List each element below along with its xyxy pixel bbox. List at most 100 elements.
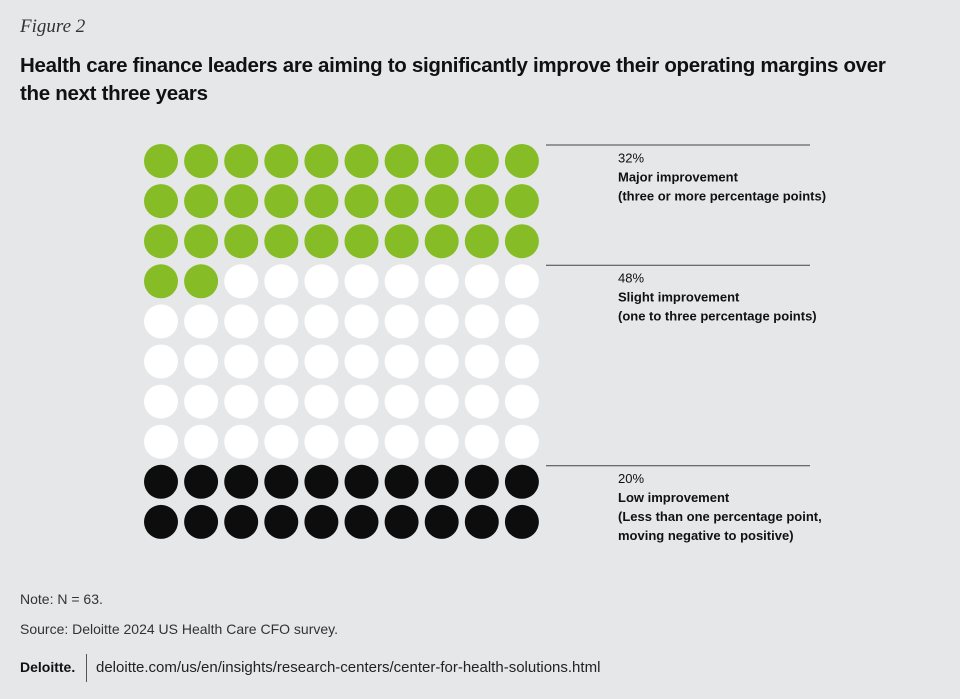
- waffle-dot: [504, 464, 539, 499]
- waffle-dot: [144, 224, 178, 259]
- waffle-dot: [264, 384, 299, 419]
- waffle-dot: [424, 384, 459, 419]
- waffle-dot: [184, 464, 219, 499]
- waffle-dot: [344, 504, 379, 539]
- waffle-dot: [264, 304, 299, 339]
- waffle-dot: [224, 304, 259, 339]
- value-label: 32%: [618, 150, 644, 165]
- waffle-dot: [264, 224, 299, 259]
- waffle-dot: [304, 264, 339, 299]
- waffle-dot: [504, 384, 539, 419]
- category-label: Slight improvement: [618, 290, 740, 305]
- waffle-dot: [224, 344, 259, 379]
- waffle-dot: [224, 384, 259, 419]
- category-label: Low improvement: [618, 490, 730, 505]
- waffle-dot: [384, 304, 419, 339]
- waffle-dot: [264, 184, 299, 219]
- waffle-dot: [464, 224, 499, 259]
- waffle-dot: [184, 424, 219, 459]
- waffle-dot: [344, 264, 379, 299]
- waffle-dot: [464, 504, 499, 539]
- waffle-dot: [464, 184, 499, 219]
- waffle-dot: [464, 344, 499, 379]
- note: Note: N = 63.: [20, 591, 103, 607]
- value-label: 48%: [618, 271, 644, 286]
- waffle-dot: [184, 184, 219, 219]
- waffle-dot: [384, 424, 419, 459]
- waffle-dot: [264, 344, 299, 379]
- waffle-dot: [384, 504, 419, 539]
- waffle-dot: [264, 424, 299, 459]
- waffle-dot: [424, 224, 459, 259]
- waffle-dot: [384, 144, 419, 178]
- waffle-dot: [304, 464, 339, 499]
- waffle-dot: [384, 184, 419, 219]
- waffle-dot: [224, 184, 259, 219]
- waffle-dot: [144, 184, 178, 219]
- waffle-dot: [144, 144, 178, 178]
- source: Source: Deloitte 2024 US Health Care CFO…: [20, 621, 338, 637]
- waffle-dot: [304, 344, 339, 379]
- waffle-dot: [184, 384, 219, 419]
- waffle-dot: [464, 264, 499, 299]
- waffle-dot: [424, 304, 459, 339]
- waffle-dot: [344, 144, 379, 178]
- waffle-dot: [504, 304, 539, 339]
- separator: [86, 654, 87, 682]
- waffle-dot: [424, 464, 459, 499]
- category-description: moving negative to positive): [618, 528, 794, 543]
- waffle-dot: [424, 504, 459, 539]
- waffle-dot: [304, 184, 339, 219]
- waffle-dot: [184, 504, 219, 539]
- waffle-dot: [424, 424, 459, 459]
- waffle-dot: [344, 384, 379, 419]
- waffle-dot: [144, 464, 178, 499]
- waffle-dot: [504, 504, 539, 539]
- waffle-dot: [464, 144, 499, 178]
- brand: Deloitte.: [20, 659, 76, 675]
- waffle-dot: [184, 344, 219, 379]
- waffle-dot: [344, 344, 379, 379]
- waffle-dot: [224, 224, 259, 259]
- url: deloitte.com/us/en/insights/research-cen…: [96, 659, 601, 676]
- waffle-dot: [344, 304, 379, 339]
- waffle-dot: [424, 344, 459, 379]
- chart-title: Health care finance leaders are aiming t…: [20, 54, 886, 105]
- waffle-dot: [384, 344, 419, 379]
- waffle-dot: [424, 264, 459, 299]
- waffle-dot: [424, 144, 459, 178]
- waffle-dot: [464, 424, 499, 459]
- waffle-dot: [184, 224, 219, 259]
- waffle-dot: [184, 264, 219, 299]
- category-label: Major improvement: [618, 169, 739, 184]
- waffle-dot: [224, 144, 259, 178]
- waffle-dot: [144, 344, 178, 379]
- waffle-dot: [504, 144, 539, 178]
- waffle-dot: [144, 384, 178, 419]
- figure-label: Figure 2: [20, 16, 86, 37]
- waffle-dot: [344, 464, 379, 499]
- waffle-dot: [424, 184, 459, 219]
- category-description: (three or more percentage points): [618, 188, 826, 203]
- waffle-dot: [344, 424, 379, 459]
- waffle-dot: [304, 384, 339, 419]
- waffle-dot: [264, 264, 299, 299]
- waffle-dot: [504, 184, 539, 219]
- category-description: (Less than one percentage point,: [618, 509, 822, 524]
- waffle-dot: [464, 464, 499, 499]
- waffle-dot: [504, 264, 539, 299]
- waffle-dot: [184, 144, 219, 178]
- waffle-dot: [224, 504, 259, 539]
- waffle-dot: [464, 384, 499, 419]
- waffle-dot: [384, 384, 419, 419]
- value-label: 20%: [618, 471, 644, 486]
- waffle-dot: [304, 304, 339, 339]
- waffle-dot: [464, 304, 499, 339]
- waffle-dot: [304, 224, 339, 259]
- waffle-dot: [304, 504, 339, 539]
- waffle-dot: [504, 344, 539, 379]
- category-description: (one to three percentage points): [618, 309, 817, 324]
- waffle-dot: [224, 264, 259, 299]
- waffle-dot: [224, 424, 259, 459]
